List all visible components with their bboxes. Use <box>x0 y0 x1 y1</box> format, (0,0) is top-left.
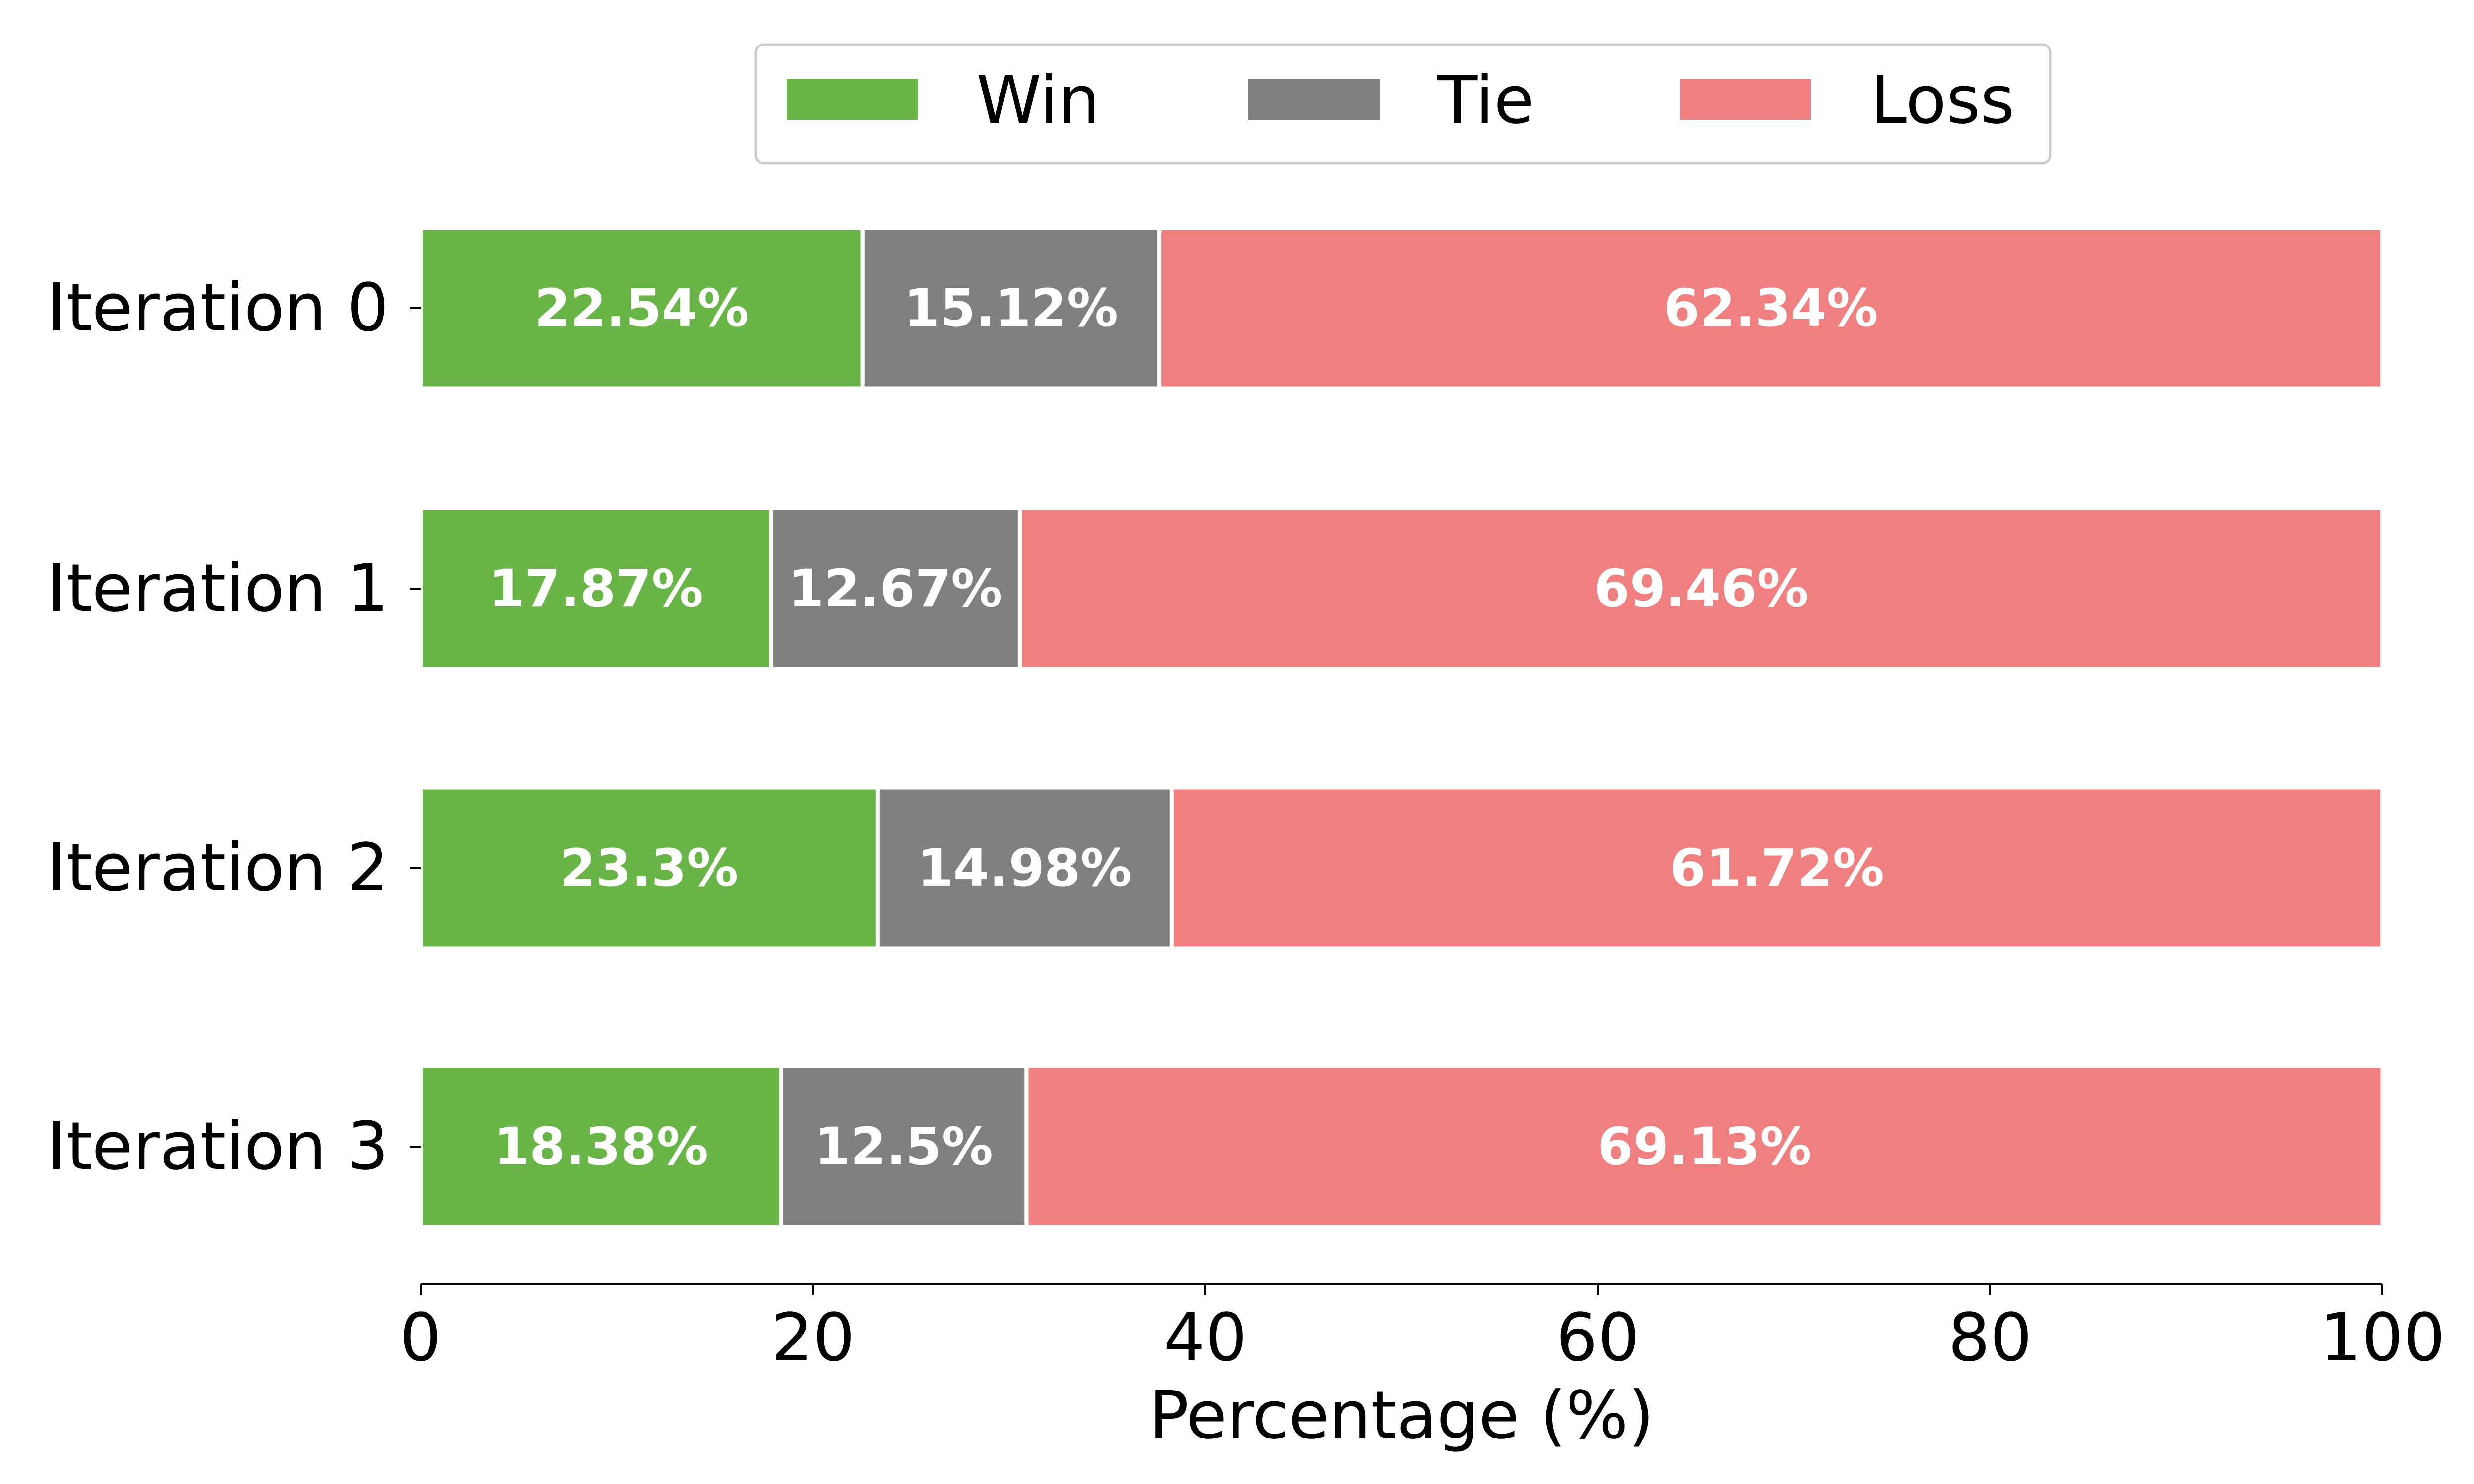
legend-label-win: Win <box>976 62 1100 139</box>
bar-label-loss-iteration-3: 69.13% <box>1597 1116 1811 1177</box>
x-tick-label-0: 0 <box>400 1300 442 1376</box>
bar-row-iteration-2: 23.3% 14.98% 61.72% <box>419 786 2384 951</box>
bar-label-loss-iteration-0: 62.34% <box>1664 278 1878 338</box>
bar-tie-iteration-2 <box>875 786 1174 951</box>
y-tick-label-iteration-1: Iteration 1 <box>47 551 389 627</box>
x-axis-title: Percentage (%) <box>1149 1378 1654 1454</box>
x-tick-label-20: 20 <box>771 1300 855 1376</box>
bar-label-tie-iteration-3: 12.5% <box>814 1116 993 1177</box>
x-tick-label-40: 40 <box>1163 1300 1247 1376</box>
bar-win-iteration-1 <box>419 506 773 671</box>
bar-label-win-iteration-3: 18.38% <box>494 1116 708 1177</box>
legend-swatch-loss <box>1680 79 1811 120</box>
legend-item-loss: Loss <box>1680 62 2015 139</box>
bar-label-tie-iteration-2: 14.98% <box>917 838 1132 898</box>
bar-loss-iteration-0 <box>1157 226 2384 391</box>
x-tick-label-100: 100 <box>2320 1300 2445 1376</box>
bar-loss-iteration-3 <box>1024 1064 2385 1229</box>
legend: Win Tie Loss <box>754 43 2052 165</box>
y-tick-label-iteration-0: Iteration 0 <box>47 270 389 346</box>
bar-label-loss-iteration-2: 61.72% <box>1670 838 1884 898</box>
legend-item-tie: Tie <box>1248 62 1534 139</box>
legend-frame <box>754 43 2052 165</box>
bar-label-loss-iteration-1: 69.46% <box>1594 558 1808 619</box>
bar-row-iteration-0: 22.54% 15.12% 62.34% <box>419 226 2384 391</box>
bar-row-iteration-3: 18.38% 12.5% 69.13% <box>419 1064 2385 1229</box>
axes: Iteration 0 Iteration 1 Iteration 2 Iterati… <box>47 270 2445 1454</box>
bar-tie-iteration-0 <box>860 226 1162 391</box>
bar-label-win-iteration-0: 22.54% <box>534 278 749 338</box>
bar-loss-iteration-1 <box>1017 506 2384 671</box>
y-tick-label-iteration-2: Iteration 2 <box>47 830 389 906</box>
x-tick-label-60: 60 <box>1556 1300 1639 1376</box>
legend-item-win: Win <box>787 62 1100 139</box>
bar-label-win-iteration-2: 23.3% <box>560 838 739 898</box>
legend-label-tie: Tie <box>1437 62 1534 139</box>
x-tick-label-80: 80 <box>1948 1300 2032 1376</box>
y-tick-label-iteration-3: Iteration 3 <box>47 1109 389 1185</box>
bar-loss-iteration-2 <box>1169 786 2384 951</box>
bar-label-tie-iteration-0: 15.12% <box>904 278 1118 338</box>
legend-swatch-tie <box>1248 79 1380 120</box>
bar-label-win-iteration-1: 17.87% <box>489 558 703 619</box>
legend-swatch-win <box>787 79 918 120</box>
bar-row-iteration-1: 17.87% 12.67% 69.46% <box>419 506 2384 671</box>
bars: 22.54% 15.12% 62.34% 17.87% 12.67% 69.46% 23.3… <box>419 226 2385 1229</box>
legend-label-loss: Loss <box>1870 62 2015 139</box>
bar-label-tie-iteration-1: 12.67% <box>788 558 1002 619</box>
